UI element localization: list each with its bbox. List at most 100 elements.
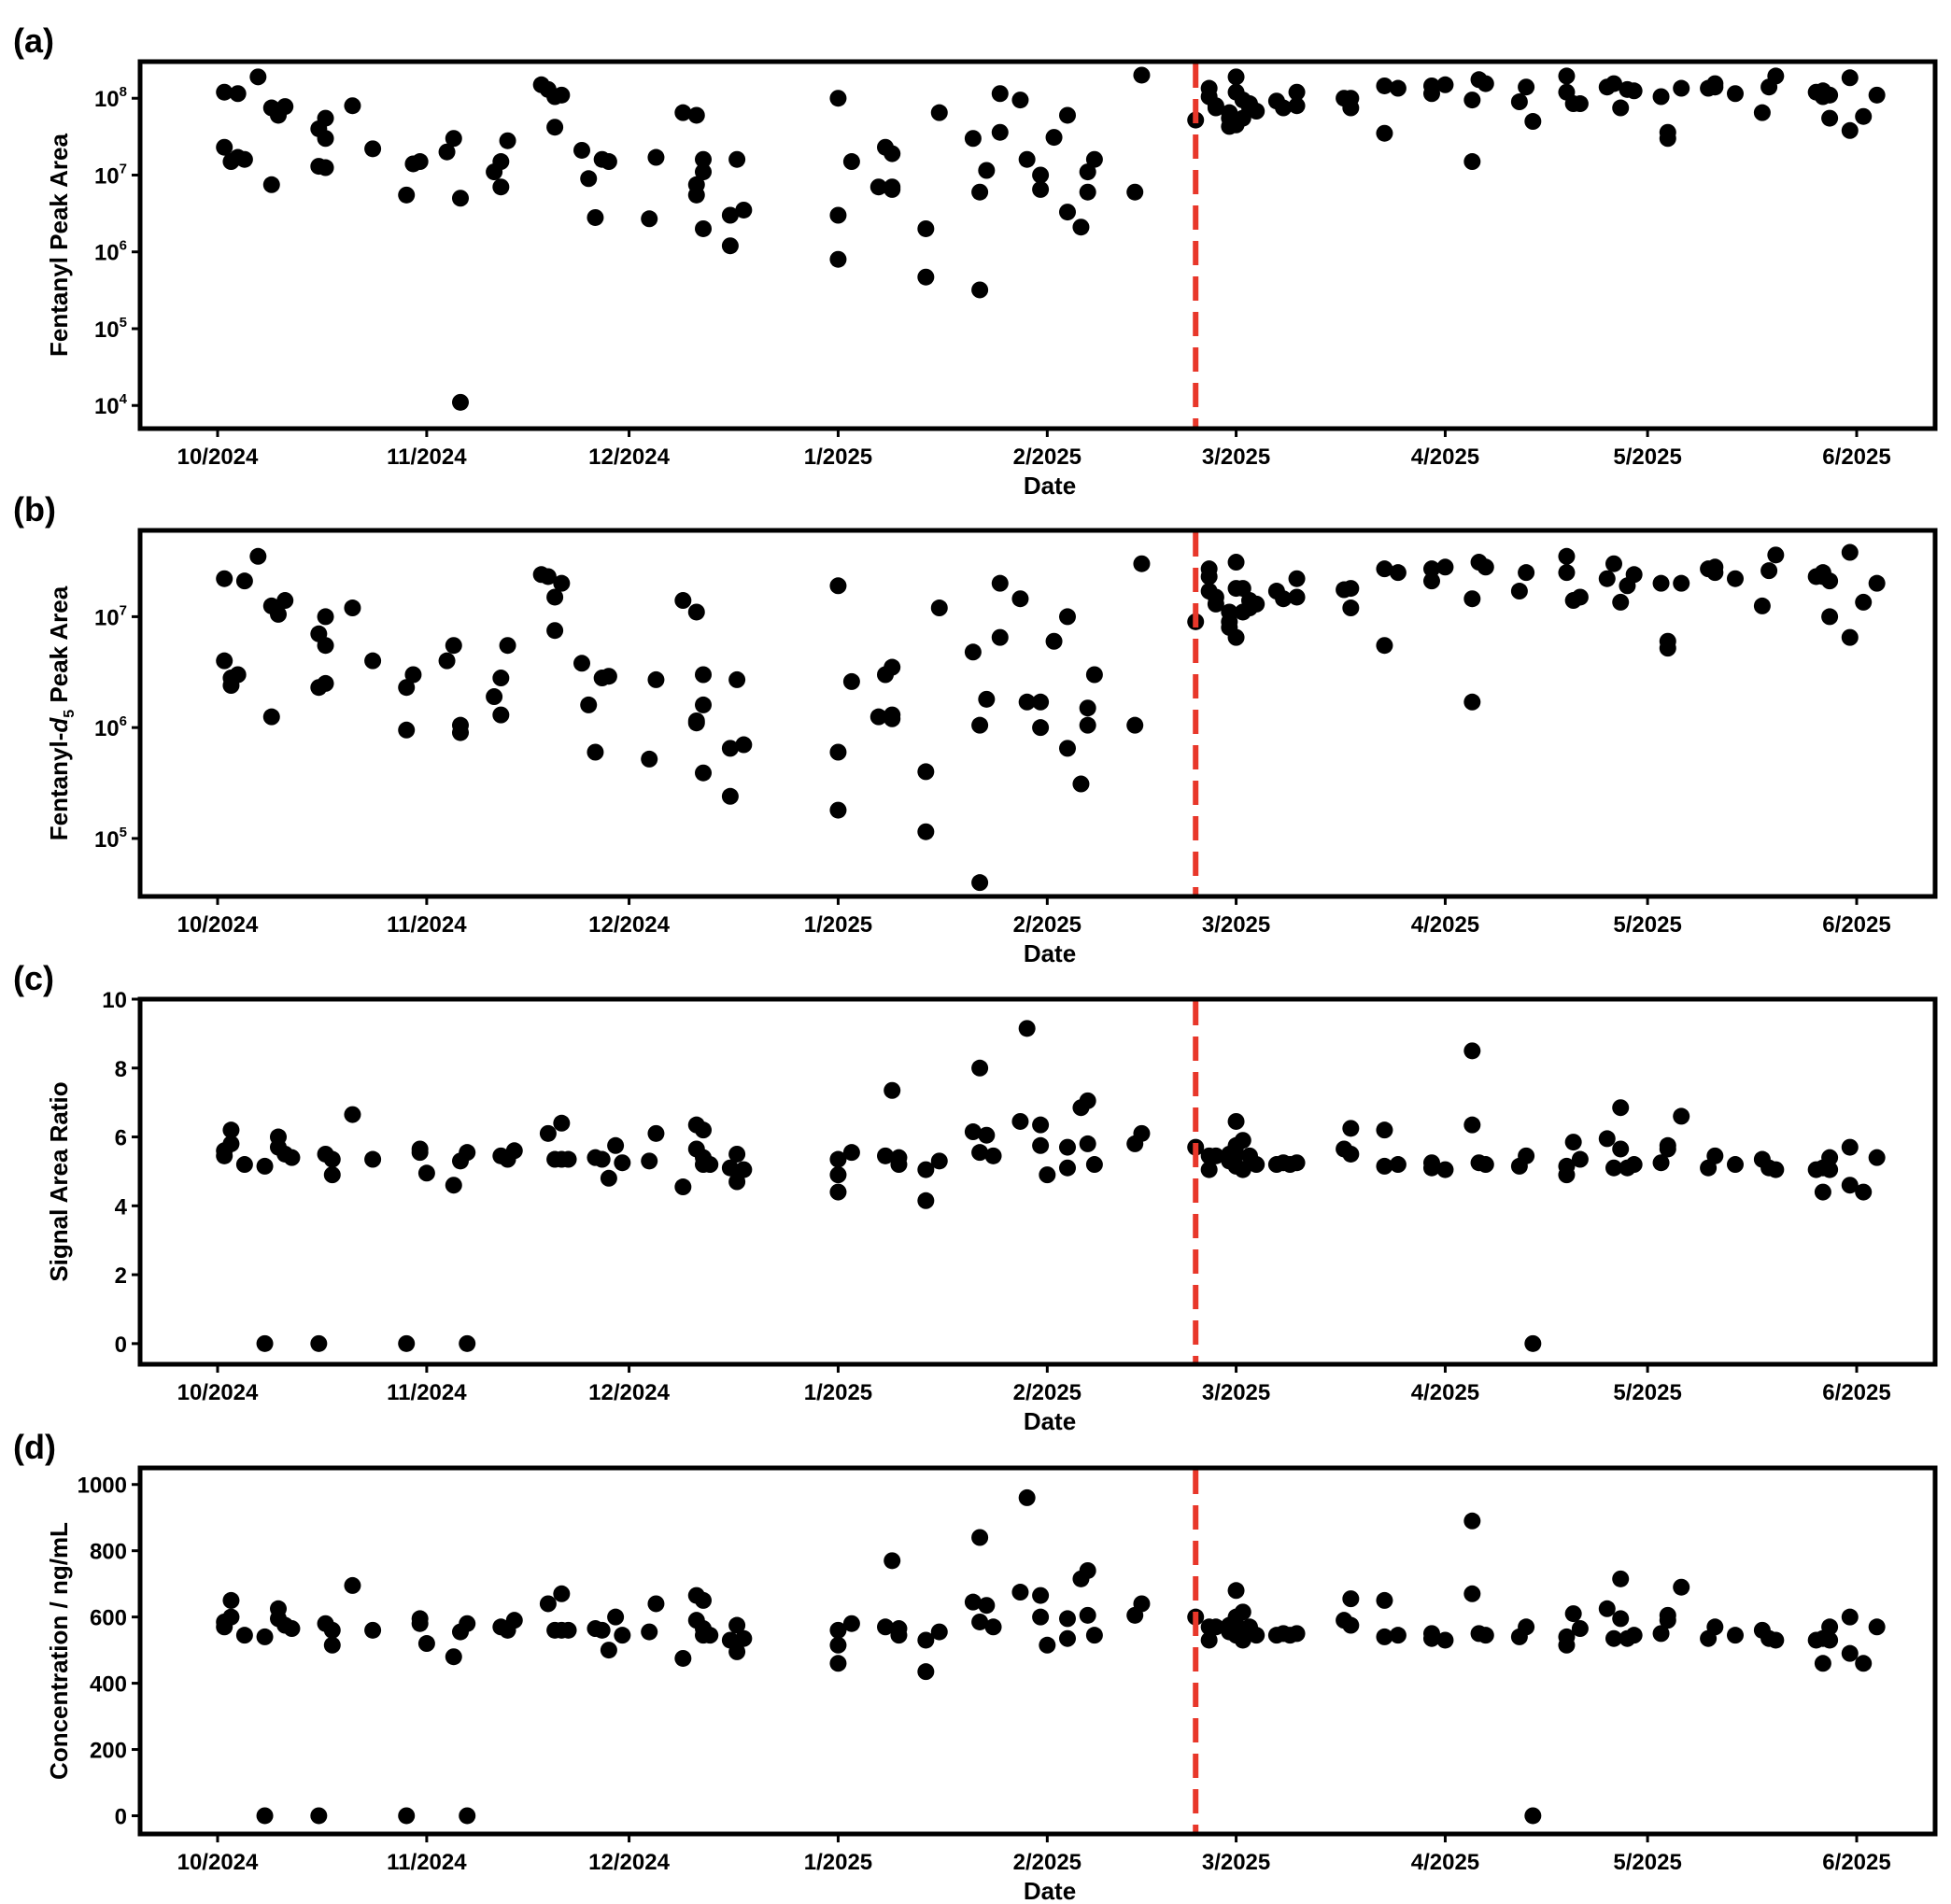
y-tick-label: 8 <box>115 1057 127 1082</box>
data-point <box>884 145 901 162</box>
data-point <box>829 1166 847 1184</box>
data-point <box>249 68 267 86</box>
x-tick-label: 3/2025 <box>1202 1850 1270 1875</box>
data-point <box>607 1608 625 1626</box>
data-point <box>1564 1134 1582 1151</box>
data-point <box>492 178 510 196</box>
data-point <box>687 603 705 621</box>
x-axis-title: Date <box>1024 939 1076 967</box>
data-point <box>1072 775 1090 793</box>
data-point <box>884 1081 901 1099</box>
data-point <box>404 666 422 684</box>
data-point <box>1612 1099 1630 1117</box>
data-point <box>884 658 901 676</box>
data-point <box>256 1628 274 1645</box>
data-point <box>459 1334 476 1352</box>
data-point <box>1652 1154 1670 1172</box>
y-tick-label: 1000 <box>78 1474 127 1499</box>
x-tick-label: 6/2025 <box>1822 1380 1890 1405</box>
data-point <box>930 104 948 121</box>
data-point <box>1605 555 1622 572</box>
data-point <box>687 712 705 729</box>
data-point <box>1558 547 1576 565</box>
data-point <box>499 132 516 149</box>
data-point <box>1753 104 1771 121</box>
data-point <box>1821 1618 1839 1636</box>
data-point <box>1727 1156 1744 1174</box>
data-point <box>317 637 334 655</box>
data-point <box>1868 1149 1886 1166</box>
data-point <box>829 801 847 819</box>
data-point <box>398 721 416 739</box>
data-point <box>1045 632 1063 650</box>
data-point <box>930 1152 948 1170</box>
data-point <box>971 1529 989 1546</box>
data-point <box>917 763 935 781</box>
y-tick-label: 2 <box>115 1263 127 1289</box>
data-point <box>607 1136 625 1154</box>
data-point <box>1855 1183 1873 1201</box>
data-point <box>1288 83 1306 101</box>
data-point <box>842 1615 860 1632</box>
data-point <box>317 109 334 127</box>
panel-b: (b) 10/2024 11/2024 12/2024 1/2025 2/2025 3/20… <box>13 490 1938 967</box>
x-tick-label: 5/2025 <box>1613 1380 1681 1405</box>
data-point <box>971 281 989 299</box>
data-point <box>216 652 233 670</box>
x-tick-label: 12/2024 <box>588 1380 670 1405</box>
data-point <box>1612 1610 1630 1628</box>
data-point <box>1059 1610 1076 1628</box>
data-point <box>971 183 989 201</box>
data-point <box>1706 78 1724 96</box>
y-axis-title: Signal Area Ratio <box>45 1081 73 1281</box>
data-point <box>1389 1156 1407 1174</box>
data-point <box>222 1591 240 1609</box>
x-tick-label: 4/2025 <box>1411 912 1479 938</box>
data-point <box>539 568 557 585</box>
data-point <box>1376 637 1393 655</box>
y-tick-label: 0 <box>115 1804 127 1829</box>
data-point <box>1436 558 1454 576</box>
data-point <box>1221 104 1238 121</box>
data-point <box>1423 1629 1440 1647</box>
data-point <box>1612 99 1630 117</box>
data-point <box>1463 1512 1481 1530</box>
data-point <box>364 1150 382 1168</box>
data-point <box>593 1150 611 1168</box>
data-point <box>1673 1578 1690 1596</box>
data-point <box>917 1663 935 1681</box>
data-point <box>1032 719 1050 737</box>
data-point <box>1085 1156 1103 1174</box>
data-point <box>884 1552 901 1570</box>
data-point <box>917 823 935 840</box>
data-point <box>323 1621 341 1639</box>
data-point <box>890 1156 908 1174</box>
data-point <box>539 1124 557 1142</box>
data-point <box>600 1169 617 1187</box>
data-point <box>829 577 847 595</box>
data-point <box>1227 1145 1245 1163</box>
plot-frame <box>137 59 1938 431</box>
data-point <box>829 1183 847 1201</box>
data-point <box>842 153 860 171</box>
x-tick-label: 6/2025 <box>1822 1850 1890 1875</box>
data-point <box>411 1144 429 1162</box>
data-point <box>1605 1629 1622 1647</box>
data-point <box>1032 1608 1050 1626</box>
data-point <box>344 97 361 115</box>
data-point <box>1059 608 1076 626</box>
data-point <box>1524 1807 1542 1825</box>
data-point <box>1518 1618 1535 1636</box>
data-point <box>553 574 571 592</box>
data-point <box>1659 130 1676 148</box>
data-point <box>1477 1156 1494 1174</box>
data-point <box>1821 572 1839 590</box>
data-point <box>235 572 253 590</box>
data-point <box>1855 107 1873 125</box>
data-point <box>452 190 469 207</box>
data-point <box>991 574 1009 592</box>
data-point <box>917 1192 935 1209</box>
y-axis-title: Fentanyl Peak Area <box>45 134 73 357</box>
data-point <box>721 1159 739 1177</box>
data-point <box>1207 99 1224 117</box>
